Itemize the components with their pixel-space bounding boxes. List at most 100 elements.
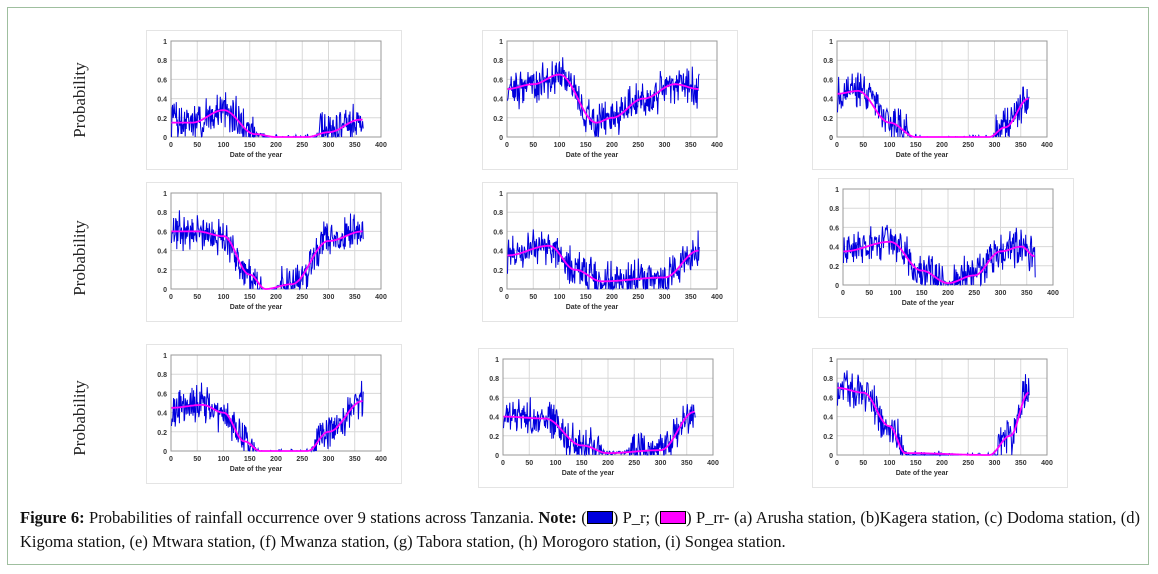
y-axis-label-row3: Probability	[70, 380, 89, 456]
series-p-rr-line	[171, 400, 363, 452]
y-tick-label: 0	[829, 135, 833, 142]
x-tick-label: 100	[890, 290, 902, 297]
x-tick-label: 300	[323, 142, 335, 149]
x-tick-label: 300	[655, 460, 667, 467]
y-tick-label: 0.2	[829, 264, 839, 271]
y-tick-label: 1	[495, 357, 499, 364]
x-tick-label: 100	[218, 456, 230, 463]
x-tick-label: 300	[995, 290, 1007, 297]
series-p-r-line	[503, 397, 696, 457]
x-tick-label: 100	[554, 142, 566, 149]
series-p-r-line	[171, 92, 364, 139]
x-tick-label: 400	[1041, 460, 1053, 467]
x-tick-label: 250	[962, 142, 974, 149]
x-tick-label: 200	[270, 456, 282, 463]
caption-text: Probabilities of rainfall occurrence ove…	[84, 508, 539, 527]
series-p-r-line	[171, 380, 364, 453]
x-tick-label: 150	[244, 142, 256, 149]
caption-legend2: ) P_rr- (a) Arusha station, (b)Kagera st…	[20, 508, 1140, 551]
chart-svg: 0 0.2 0.4 0.6 0.8 1 0 50 100 150 200 250 300 350 400 Da…	[493, 39, 723, 159]
y-tick-label: 0.4	[157, 411, 167, 418]
x-tick-label: 250	[296, 142, 308, 149]
x-tick-label: 100	[884, 142, 896, 149]
panel-b-kagera: 0 0.2 0.4 0.6 0.8 1 0 50 100 150 200 250 300 350 400 Da…	[482, 30, 738, 170]
y-tick-label: 0	[499, 135, 503, 142]
series-p-r-line	[507, 229, 700, 291]
y-tick-label: 0.8	[157, 58, 167, 65]
x-axis-label: Date of the year	[896, 470, 949, 477]
chart-svg: 0 0.2 0.4 0.6 0.8 1 0 50 100 150 200 250 300 350 400 Da…	[823, 357, 1053, 477]
x-tick-label: 0	[169, 142, 173, 149]
y-axis-label-row2: Probability	[70, 220, 89, 296]
y-tick-label: 0.2	[493, 116, 503, 123]
x-tick-label: 350	[1021, 290, 1033, 297]
x-tick-label: 0	[835, 460, 839, 467]
series-p-r-line	[843, 224, 1036, 287]
y-tick-label: 0.4	[157, 97, 167, 104]
y-tick-label: 1	[835, 187, 839, 194]
x-tick-label: 200	[270, 142, 282, 149]
x-tick-label: 250	[632, 294, 644, 301]
x-tick-label: 300	[989, 460, 1001, 467]
y-tick-label: 0.6	[157, 391, 167, 398]
y-tick-label: 0.6	[489, 395, 499, 402]
y-tick-label: 0.2	[823, 434, 833, 441]
x-tick-label: 250	[296, 456, 308, 463]
y-tick-label: 0	[163, 287, 167, 294]
x-tick-label: 100	[218, 294, 230, 301]
chart-svg: 0 0.2 0.4 0.6 0.8 1 0 50 100 150 200 250 300 350 400 Da…	[157, 191, 387, 311]
y-tick-label: 0.8	[823, 58, 833, 65]
y-tick-label: 0.8	[489, 376, 499, 383]
y-tick-label: 0.4	[489, 415, 499, 422]
y-tick-label: 0.6	[823, 77, 833, 84]
x-tick-label: 100	[218, 142, 230, 149]
panel-e-mtwara: 0 0.2 0.4 0.6 0.8 1 0 50 100 150 200 250 300 350 400 Da…	[482, 182, 738, 322]
y-tick-label: 0.2	[823, 116, 833, 123]
y-tick-label: 0.6	[157, 229, 167, 236]
y-tick-label: 0.8	[493, 58, 503, 65]
x-axis-label: Date of the year	[562, 470, 615, 477]
series-p-rr-line	[507, 73, 699, 124]
x-tick-label: 50	[193, 142, 201, 149]
y-tick-label: 0.6	[829, 225, 839, 232]
y-tick-label: 0.4	[823, 97, 833, 104]
y-tick-label: 0.2	[157, 430, 167, 437]
x-tick-label: 300	[659, 294, 671, 301]
x-tick-label: 400	[707, 460, 719, 467]
y-tick-label: 1	[829, 39, 833, 46]
x-tick-label: 150	[244, 294, 256, 301]
y-tick-label: 0	[499, 287, 503, 294]
legend-swatch-p-r	[586, 511, 613, 524]
y-tick-label: 0.6	[493, 229, 503, 236]
x-tick-label: 0	[501, 460, 505, 467]
x-axis-label: Date of the year	[230, 152, 283, 159]
y-tick-label: 0.4	[493, 97, 503, 104]
panel-a-arusha: 0 0.2 0.4 0.6 0.8 1 0 50 100 150 200 250 300 350 400 Da…	[146, 30, 402, 170]
x-tick-label: 150	[916, 290, 928, 297]
y-tick-label: 0.2	[157, 116, 167, 123]
y-tick-label: 0.8	[493, 210, 503, 217]
series-p-rr-line	[503, 410, 695, 454]
x-tick-label: 100	[550, 460, 562, 467]
chart-svg: 0 0.2 0.4 0.6 0.8 1 0 50 100 150 200 250 300 350 400 Da…	[157, 39, 387, 159]
series-p-r-line	[171, 210, 364, 291]
plot-frame	[506, 40, 718, 138]
x-tick-label: 250	[968, 290, 980, 297]
x-tick-label: 50	[859, 142, 867, 149]
y-tick-label: 0.2	[493, 268, 503, 275]
y-tick-label: 0.4	[157, 249, 167, 256]
x-tick-label: 100	[554, 294, 566, 301]
x-tick-label: 400	[1041, 142, 1053, 149]
x-axis-label: Date of the year	[230, 466, 283, 473]
y-tick-label: 0.6	[493, 77, 503, 84]
chart-svg: 0 0.2 0.4 0.6 0.8 1 0 50 100 150 200 250 300 350 400 Da…	[489, 357, 719, 477]
x-tick-label: 400	[375, 456, 387, 463]
series-p-rr-line	[837, 90, 1029, 138]
series-p-r-line	[837, 72, 1030, 138]
x-tick-label: 50	[865, 290, 873, 297]
y-tick-label: 0	[163, 449, 167, 456]
x-tick-label: 200	[936, 460, 948, 467]
x-tick-label: 350	[1015, 142, 1027, 149]
series-p-rr-line	[843, 240, 1035, 284]
chart-svg: 0 0.2 0.4 0.6 0.8 1 0 50 100 150 200 250 300 350 400 Da…	[157, 353, 387, 473]
